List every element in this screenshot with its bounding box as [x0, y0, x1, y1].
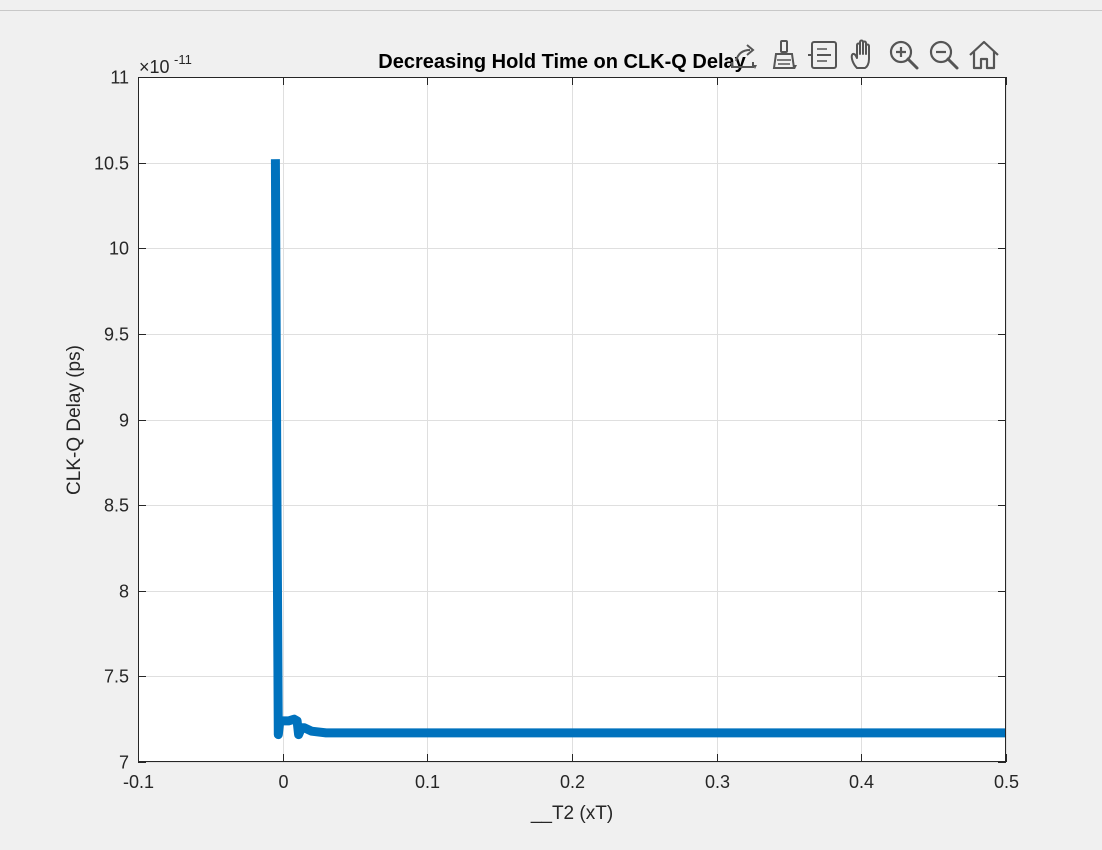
- zoom-in-icon: [889, 40, 919, 70]
- x-tick-label: 0.3: [705, 772, 730, 792]
- zoom-out-button[interactable]: [926, 37, 962, 73]
- x-tick-label: -0.1: [123, 772, 154, 792]
- y-tick-label: 8.5: [104, 496, 129, 516]
- axis-ticks: [138, 77, 1007, 763]
- y-tick-label: 8: [119, 582, 129, 602]
- window-top-border: [0, 10, 1102, 11]
- y-tick-label: 7.5: [104, 667, 129, 687]
- x-tick-label: 0.4: [849, 772, 874, 792]
- series-line: [270, 159, 1006, 740]
- y-tick-label: 9.5: [104, 325, 129, 345]
- home-button[interactable]: [966, 37, 1002, 73]
- y-axis-exponent: ×10 -11: [139, 52, 192, 77]
- x-tick-label: 0.1: [415, 772, 440, 792]
- export-icon: [731, 44, 757, 69]
- pan-button[interactable]: [846, 37, 882, 73]
- pan-hand-icon: [850, 39, 870, 69]
- y-tick-label: 11: [110, 68, 129, 88]
- y-tick-label: 10: [109, 239, 129, 259]
- y-exponent-base: ×10: [139, 57, 170, 77]
- home-icon: [969, 40, 999, 70]
- datatip-icon: [808, 41, 837, 69]
- y-exponent-power: -11: [174, 52, 192, 67]
- y-tick-label: 7: [119, 753, 129, 773]
- zoom-out-icon: [929, 40, 959, 70]
- y-tick-labels: 7 7.5 8 8.5 9 9.5 10 10.5 11: [94, 68, 129, 773]
- datatip-button[interactable]: [806, 37, 842, 73]
- x-tick-label: 0: [278, 772, 288, 792]
- x-tick-labels: -0.1 0 0.1 0.2 0.3 0.4 0.5: [123, 772, 1019, 792]
- chart-title: Decreasing Hold Time on CLK-Q Delay: [378, 51, 746, 73]
- y-tick-label: 10.5: [94, 154, 129, 174]
- x-tick-label: 0.5: [994, 772, 1019, 792]
- zoom-in-button[interactable]: [886, 37, 922, 73]
- axes-toolbar: [726, 36, 1002, 74]
- brush-button[interactable]: [766, 37, 802, 73]
- x-tick-label: 0.2: [560, 772, 585, 792]
- y-tick-label: 9: [119, 411, 129, 431]
- x-axis-title: __T2 (xT): [530, 803, 613, 824]
- brush-icon: [772, 40, 797, 69]
- grid-lines: [138, 77, 1007, 763]
- y-axis-title: CLK-Q Delay (ps): [64, 345, 85, 495]
- export-button[interactable]: [726, 37, 762, 73]
- data-series: [270, 159, 1006, 740]
